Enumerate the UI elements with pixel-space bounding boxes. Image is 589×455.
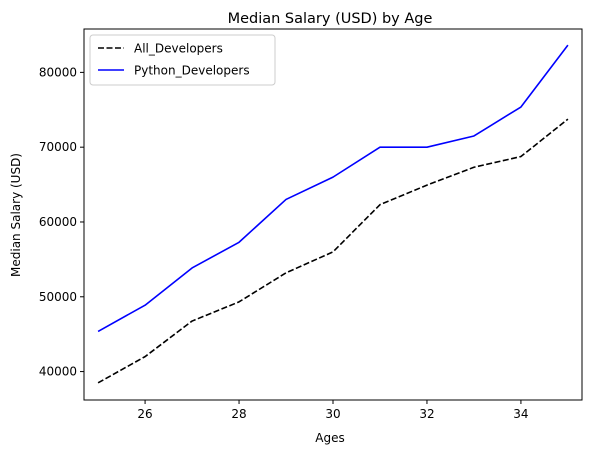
series-line-2 — [97, 44, 569, 333]
x-tick-label: 28 — [231, 407, 246, 421]
x-axis-label: Ages — [315, 431, 344, 445]
series-line-1 — [97, 118, 569, 384]
x-tick-label: 26 — [137, 407, 152, 421]
legend: All_Developers Python_Developers — [89, 34, 276, 86]
x-tick-label: 34 — [513, 407, 528, 421]
x-tick-label: 32 — [419, 407, 434, 421]
legend-items: All_Developers Python_Developers — [98, 42, 250, 78]
y-tick-label: 60000 — [39, 215, 77, 229]
x-axis-ticks: 26 28 30 32 34 — [137, 400, 529, 421]
y-tick-label: 50000 — [39, 290, 77, 304]
legend-box — [89, 34, 276, 86]
y-axis-ticks: 40000 50000 60000 70000 80000 — [39, 65, 84, 379]
y-tick-label: 80000 — [39, 65, 77, 79]
chart-title: Median Salary (USD) by Age — [228, 11, 433, 27]
plot-frame — [83, 28, 583, 401]
legend-label-2: Python_Developers — [134, 64, 250, 78]
plot-area: 26 28 30 32 34 40000 50000 60000 70000 80000 — [39, 28, 583, 421]
x-tick-label: 30 — [325, 407, 340, 421]
legend-label-1: All_Developers — [134, 42, 223, 56]
y-axis-label: Median Salary (USD) — [9, 153, 23, 277]
series-lines — [97, 44, 569, 384]
y-tick-label: 40000 — [39, 365, 77, 379]
y-tick-label: 70000 — [39, 140, 77, 154]
